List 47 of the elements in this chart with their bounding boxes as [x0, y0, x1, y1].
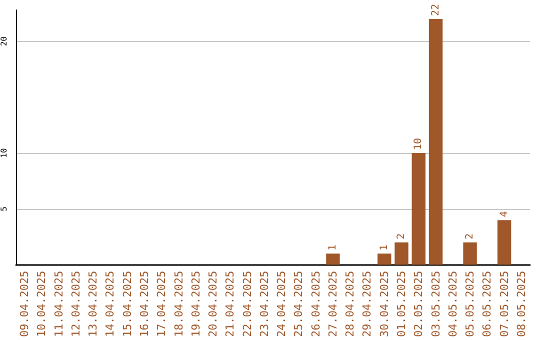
x-tick-label: 18.04.2025 — [172, 270, 186, 338]
x-tick-label: 08.05.2025 — [514, 270, 528, 338]
x-tick-label: 07.05.2025 — [498, 270, 511, 338]
data-label: 22 — [430, 4, 442, 16]
bar — [394, 242, 408, 265]
data-label: 2 — [396, 233, 407, 240]
x-tick-label: 04.05.2025 — [446, 270, 460, 338]
x-tick-label: 09.04.2025 — [18, 270, 32, 338]
x-tick-label: 12.04.2025 — [69, 270, 82, 338]
bar — [378, 254, 392, 265]
x-tick-label: 23.04.2025 — [258, 270, 271, 338]
x-tick-label: 25.04.2025 — [292, 270, 306, 338]
x-tick-label: 28.04.2025 — [344, 270, 357, 338]
x-tick-label: 14.04.2025 — [104, 270, 117, 338]
x-tick-label: 26.04.2025 — [309, 270, 322, 338]
y-tick-label: 20 — [0, 36, 8, 46]
bar — [428, 18, 443, 265]
bar — [463, 242, 477, 265]
x-tick-label: 27.04.2025 — [326, 270, 340, 338]
bar — [326, 254, 340, 265]
x-tick-label: 22.04.2025 — [240, 270, 254, 338]
x-tick-label: 06.05.2025 — [480, 270, 494, 338]
x-tick-label: 11.04.2025 — [52, 270, 66, 338]
data-label: 1 — [327, 244, 338, 251]
x-tick-label: 24.04.2025 — [275, 270, 288, 338]
x-tick-label: 13.04.2025 — [86, 270, 100, 338]
x-tick-label: 15.04.2025 — [120, 270, 134, 338]
x-tick-label: 10.04.2025 — [35, 270, 48, 338]
data-label: 4 — [498, 211, 510, 218]
x-tick-label: 30.04.2025 — [378, 270, 391, 338]
data-label: 10 — [413, 138, 424, 150]
x-tick-label: 17.04.2025 — [155, 270, 168, 338]
x-tick-label: 29.04.2025 — [360, 270, 374, 338]
x-tick-label: 03.05.2025 — [429, 270, 442, 338]
y-tick-label: 5 — [0, 206, 8, 212]
x-tick-label: 21.04.2025 — [224, 270, 237, 338]
x-tick-label: 16.04.2025 — [138, 270, 151, 338]
data-label: 1 — [378, 244, 390, 251]
data-label: 2 — [464, 233, 476, 240]
x-tick-label: 05.05.2025 — [464, 270, 477, 338]
bar — [412, 153, 426, 265]
y-tick-label: 10 — [0, 148, 8, 158]
x-tick-label: 20.04.2025 — [206, 270, 220, 338]
bar — [497, 220, 512, 265]
x-tick-label: 19.04.2025 — [189, 270, 202, 338]
x-tick-label: 01.05.2025 — [395, 270, 408, 338]
x-tick-label: 02.05.2025 — [412, 270, 426, 338]
